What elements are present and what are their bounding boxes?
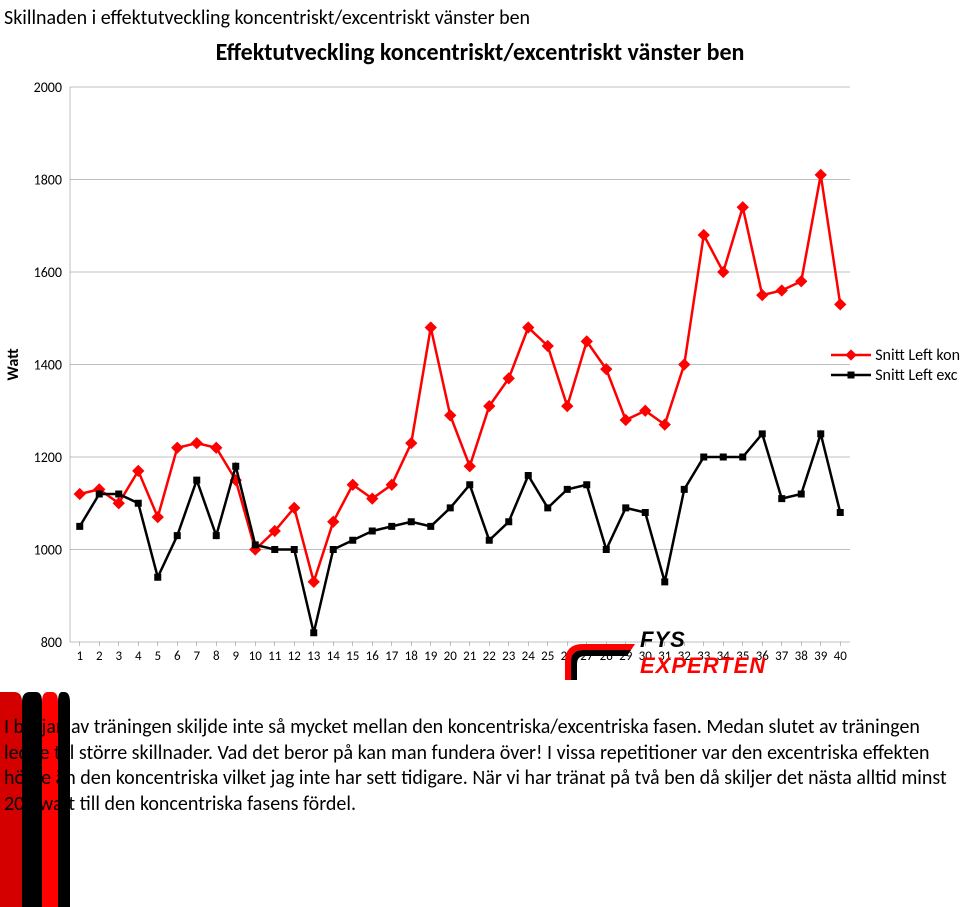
svg-text:Watt: Watt (4, 348, 23, 381)
svg-text:1400: 1400 (34, 357, 62, 374)
chart-legend: Snitt Left kon Snitt Left exc (831, 345, 960, 385)
svg-text:22: 22 (483, 649, 497, 664)
svg-text:1000: 1000 (34, 542, 62, 559)
svg-text:4: 4 (135, 649, 142, 664)
legend-item-kon: Snitt Left kon (831, 345, 960, 365)
svg-text:9: 9 (232, 649, 239, 664)
svg-text:17: 17 (385, 649, 399, 664)
svg-text:15: 15 (346, 649, 359, 664)
chart-svg: 800100012001400160018002000Watt123456789… (0, 67, 960, 707)
svg-text:40: 40 (834, 649, 848, 664)
svg-text:21: 21 (463, 649, 476, 664)
page-title: Skillnaden i effektutveckling koncentris… (0, 0, 960, 30)
chart-title: Effektutveckling koncentriskt/excentrisk… (90, 38, 870, 67)
svg-text:1: 1 (76, 649, 83, 664)
logo-line2: EXPERTEN (640, 653, 766, 679)
svg-text:38: 38 (795, 649, 809, 664)
svg-text:7: 7 (193, 649, 200, 664)
svg-text:16: 16 (366, 649, 380, 664)
legend-label-kon: Snitt Left kon (875, 346, 960, 365)
svg-text:8: 8 (213, 649, 220, 664)
legend-label-exc: Snitt Left exc (875, 366, 957, 385)
svg-text:14: 14 (327, 649, 341, 664)
chart-container: 800100012001400160018002000Watt123456789… (0, 67, 960, 707)
svg-text:10: 10 (249, 649, 263, 664)
svg-text:5: 5 (154, 649, 161, 664)
svg-text:1800: 1800 (34, 172, 62, 189)
svg-text:18: 18 (405, 649, 419, 664)
svg-text:800: 800 (41, 634, 62, 651)
svg-text:37: 37 (775, 649, 789, 664)
svg-text:13: 13 (307, 649, 321, 664)
svg-text:12: 12 (288, 649, 302, 664)
svg-text:24: 24 (522, 649, 536, 664)
body-paragraph: I början av träningen skiljde inte så my… (4, 715, 954, 817)
svg-text:1200: 1200 (34, 449, 62, 466)
legend-swatch-kon (831, 348, 871, 362)
svg-text:2000: 2000 (34, 79, 62, 96)
svg-text:3: 3 (115, 649, 122, 664)
svg-text:23: 23 (502, 649, 516, 664)
svg-text:20: 20 (444, 649, 458, 664)
svg-text:25: 25 (541, 649, 554, 664)
legend-item-exc: Snitt Left exc (831, 365, 960, 385)
legend-swatch-exc (831, 368, 871, 382)
logo: FYS EXPERTEN (565, 632, 766, 679)
svg-text:1600: 1600 (34, 264, 62, 281)
svg-text:6: 6 (174, 649, 181, 664)
svg-text:11: 11 (268, 649, 281, 664)
svg-text:39: 39 (814, 649, 828, 664)
svg-text:2: 2 (96, 649, 103, 664)
svg-text:19: 19 (424, 649, 438, 664)
